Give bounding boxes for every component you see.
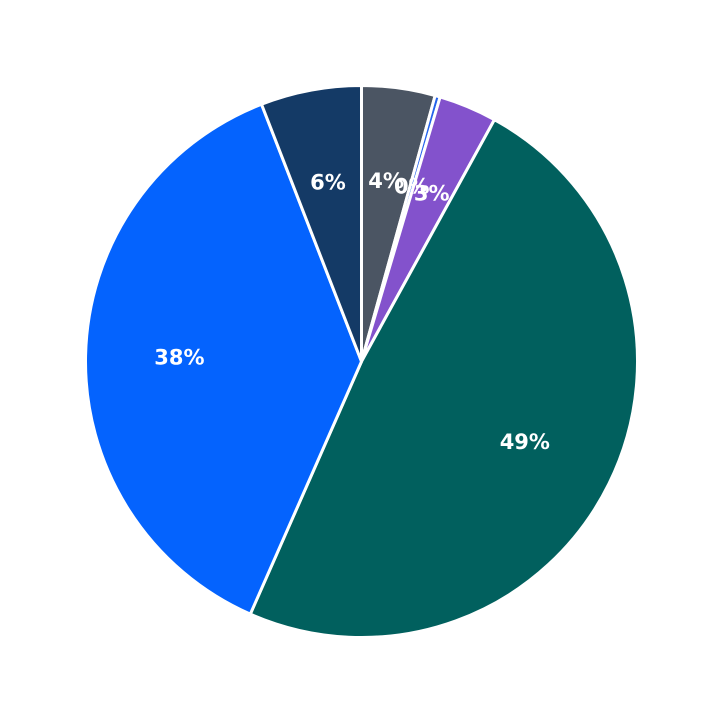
- pie-slice-label-0: 4%: [368, 169, 404, 193]
- pie-slice-4: [84, 102, 363, 616]
- pie-slice-label-5: 6%: [310, 170, 346, 194]
- pie-slice-3: [248, 118, 639, 639]
- pie-slice-5: [260, 84, 363, 363]
- pie-slice-label-2: 3%: [414, 181, 450, 205]
- pie-slice-label-3: 49%: [500, 430, 550, 454]
- labels-layer: 4%0%3% 49% 38% 6%: [154, 169, 550, 454]
- pie-slice-label-1: 0%: [394, 174, 430, 198]
- pie-slice-label-4: 38%: [154, 345, 204, 369]
- slices-layer: [84, 84, 639, 639]
